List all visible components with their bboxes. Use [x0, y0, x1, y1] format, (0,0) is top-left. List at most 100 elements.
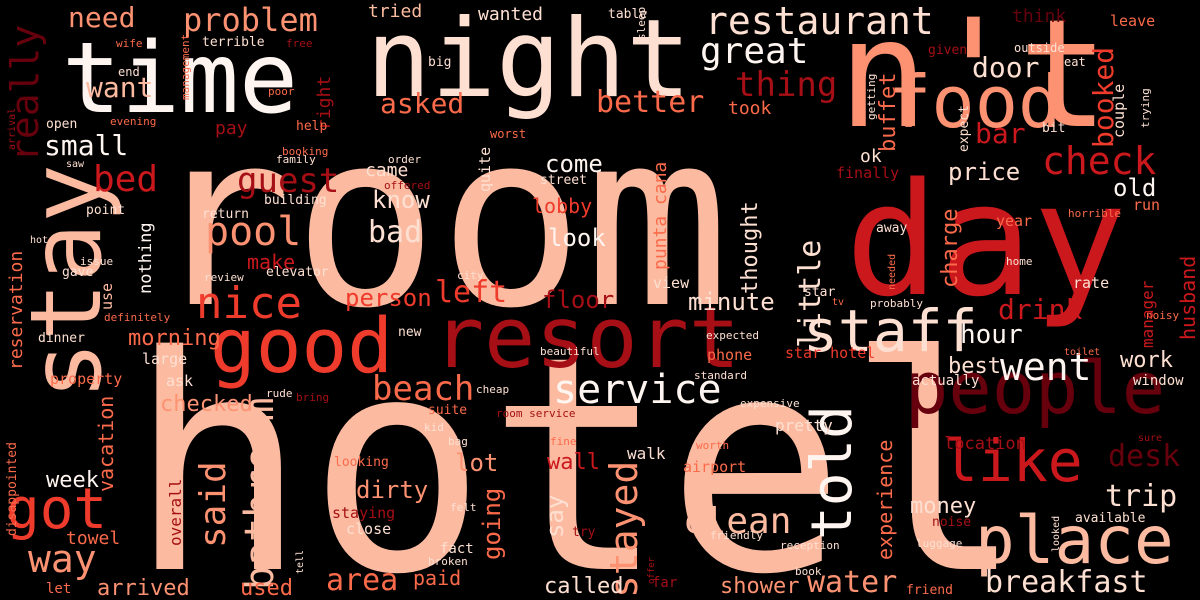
word-point: point — [86, 203, 126, 218]
word-city: city — [457, 269, 484, 282]
word-dinner: dinner — [38, 331, 85, 346]
word-bed: bed — [93, 159, 159, 200]
word-window: window — [1133, 373, 1184, 389]
word-know: know — [372, 186, 430, 214]
word-fact: fact — [440, 541, 474, 557]
word-room: room — [147, 80, 730, 362]
word-need: need — [68, 1, 136, 34]
word-food: food — [888, 60, 1062, 144]
word-shower: shower — [720, 574, 800, 599]
word-horrible: horrible — [1068, 207, 1121, 220]
word-ok: ok — [860, 146, 882, 167]
word-outside: outside — [1014, 41, 1065, 55]
word-terrible: terrible — [202, 35, 265, 50]
word-gave: gave — [62, 265, 94, 280]
word-dirty: dirty — [356, 476, 429, 504]
word-check: check — [1042, 139, 1157, 183]
word-nt: n't — [838, 0, 1109, 162]
word-minute: minute — [688, 288, 775, 316]
word-order: order — [388, 153, 422, 166]
word-came: came — [365, 160, 409, 181]
word-price: price — [948, 158, 1021, 186]
word-nothing: nothing — [136, 222, 156, 294]
word-hour: hour — [960, 320, 1023, 350]
word-expected: expected — [706, 329, 759, 342]
word-tried: tried — [368, 1, 423, 22]
word-called: called — [544, 574, 624, 599]
word-arrived: arrived — [97, 576, 190, 600]
word-clean: clean — [683, 501, 792, 542]
word-arrival: arrival — [7, 107, 18, 150]
word-beautiful: beautiful — [540, 345, 600, 358]
word-reservation: reservation — [6, 250, 27, 370]
word-want: want — [86, 71, 154, 104]
word-evening: evening — [110, 115, 157, 128]
word-desk: desk — [1108, 439, 1181, 474]
word-wife: wife — [116, 37, 143, 50]
word-tv: tv — [832, 297, 845, 308]
word-left: left — [435, 275, 508, 310]
word-staying: staying — [332, 504, 396, 522]
word-booking: booking — [282, 145, 329, 158]
word-rude: rude — [266, 387, 293, 400]
word-broken: broken — [428, 555, 468, 568]
word-available: available — [1075, 511, 1146, 526]
word-pretty: pretty — [775, 416, 833, 435]
word-restaurant: restaurant — [705, 0, 934, 43]
word-noise: noise — [932, 515, 972, 530]
word-asked: asked — [380, 87, 465, 120]
word-new: new — [398, 325, 422, 340]
word-night: night — [366, 0, 692, 122]
word-lobby: lobby — [532, 194, 593, 218]
word-service: service — [553, 367, 722, 413]
word-lot: lot — [455, 449, 499, 477]
word-experience: experience — [873, 439, 897, 560]
word-water: water — [807, 565, 898, 600]
word-went: went — [1000, 345, 1092, 389]
word-looked: looked — [1051, 515, 1062, 552]
word-close: close — [346, 520, 392, 538]
word-open: open — [46, 117, 78, 132]
word-day: day — [845, 149, 1127, 331]
word-charge: charge — [938, 208, 963, 288]
word-star-hotel: star hotel — [785, 344, 876, 362]
word-poor: poor — [268, 85, 295, 98]
word-trip: trip — [1105, 479, 1178, 514]
word-going: going — [478, 487, 506, 560]
word-got: got — [6, 477, 108, 542]
word-door: door — [972, 51, 1040, 84]
word-standard: standard — [694, 369, 747, 382]
word-say: say — [541, 494, 569, 538]
word-getting: getting — [865, 73, 878, 120]
word-old: old — [1113, 174, 1157, 202]
word-book: book — [795, 565, 822, 578]
word-luggage: luggage — [916, 537, 963, 550]
word-beach: beach — [372, 369, 475, 409]
word-bag: bag — [448, 435, 468, 448]
word-person: person — [345, 284, 432, 312]
word-suite: suite — [428, 403, 468, 418]
word-thought: thought — [738, 201, 763, 294]
word-resort: resort — [433, 289, 741, 388]
word-problem: problem — [183, 1, 318, 39]
word-best: best — [948, 354, 1001, 379]
word-bit: bit — [1042, 121, 1066, 136]
word-year: year — [996, 212, 1033, 230]
word-probably: probably — [870, 297, 923, 310]
word-bring: bring — [296, 391, 330, 404]
word-definitely: definitely — [104, 311, 171, 324]
word-hot: hot — [30, 235, 49, 246]
word-end: end — [118, 65, 140, 79]
word-home: home — [1006, 255, 1033, 268]
word-pay: pay — [215, 118, 248, 139]
word-come: come — [545, 150, 603, 178]
word-free: free — [286, 37, 313, 50]
word-leave: leave — [1110, 12, 1156, 30]
word-paid: paid — [413, 566, 462, 590]
word-staff: staff — [803, 297, 978, 365]
word-offer: offer — [647, 556, 657, 584]
word-great: great — [700, 31, 809, 72]
word-work: work — [1120, 348, 1173, 373]
word-cheap: cheap — [476, 383, 510, 396]
